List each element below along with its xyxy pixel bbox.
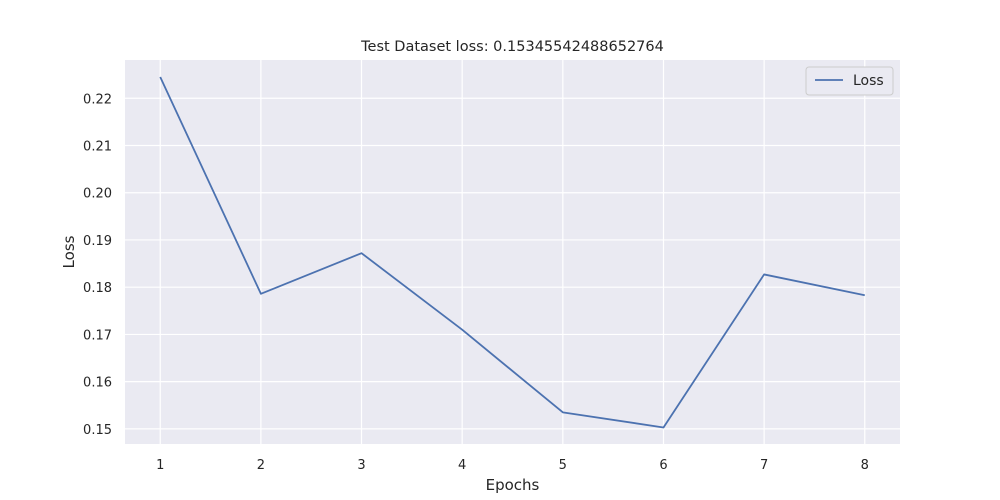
- y-tick-label: 0.20: [83, 187, 112, 202]
- y-tick-label: 0.21: [83, 139, 112, 154]
- x-tick-label: 7: [760, 458, 768, 473]
- chart-title: Test Dataset loss: 0.15345542488652764: [360, 39, 664, 55]
- x-tick-label: 2: [257, 458, 265, 473]
- x-tick-labels: 1 2 3 4 5 6 7 8: [156, 458, 869, 473]
- y-tick-label: 0.16: [83, 376, 112, 391]
- legend: Loss: [805, 66, 894, 96]
- x-tick-label: 6: [659, 458, 667, 473]
- x-tick-label: 4: [458, 458, 466, 473]
- y-tick-label: 0.17: [83, 328, 112, 343]
- x-tick-label: 5: [559, 458, 567, 473]
- y-tick-label: 0.19: [83, 234, 112, 249]
- y-tick-label: 0.22: [83, 92, 112, 107]
- plot-area: [125, 60, 900, 444]
- y-tick-label: 0.15: [83, 423, 112, 438]
- x-axis-label: Epochs: [486, 476, 540, 494]
- y-tick-labels: 0.15 0.16 0.17 0.18 0.19 0.20 0.21 0.22: [83, 92, 112, 438]
- legend-label-loss: Loss: [853, 73, 884, 89]
- x-tick-label: 1: [156, 458, 164, 473]
- x-tick-label: 3: [357, 458, 365, 473]
- grid-lines: [125, 60, 900, 444]
- series-line-loss: [159, 76, 865, 429]
- series-layer: [159, 76, 865, 429]
- legend-box: [805, 66, 894, 96]
- y-tick-label: 0.18: [83, 281, 112, 296]
- y-axis-label: Loss: [60, 235, 78, 268]
- x-tick-label: 8: [861, 458, 869, 473]
